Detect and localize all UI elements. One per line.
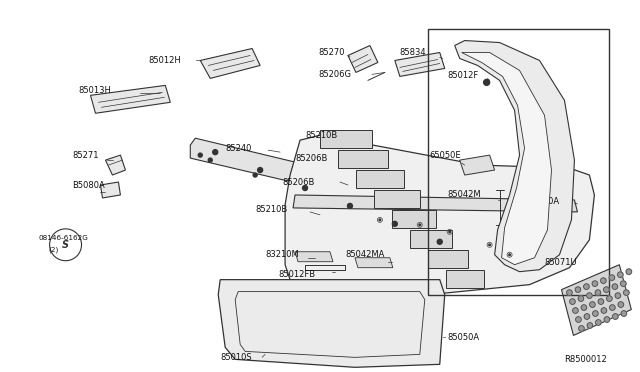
Polygon shape [90, 86, 170, 113]
Circle shape [584, 314, 589, 319]
Polygon shape [285, 135, 595, 295]
Circle shape [618, 272, 623, 278]
Polygon shape [100, 182, 120, 198]
Text: 85010S: 85010S [220, 353, 252, 362]
Circle shape [484, 79, 490, 86]
Circle shape [609, 275, 614, 280]
Text: 85834: 85834 [400, 48, 426, 57]
Circle shape [607, 296, 612, 301]
Text: 85071U: 85071U [545, 258, 577, 267]
Circle shape [392, 221, 397, 226]
Circle shape [570, 299, 575, 304]
Circle shape [509, 254, 510, 256]
Polygon shape [392, 210, 436, 228]
Text: S: S [62, 240, 69, 250]
Circle shape [596, 320, 601, 325]
Polygon shape [295, 252, 333, 262]
Text: R8500012: R8500012 [564, 355, 607, 364]
Circle shape [604, 287, 609, 292]
Circle shape [208, 158, 212, 162]
Polygon shape [374, 190, 420, 208]
Text: 85206B: 85206B [295, 154, 328, 163]
Polygon shape [106, 155, 125, 175]
Circle shape [489, 244, 490, 246]
Text: 85270: 85270 [318, 48, 344, 57]
Text: 85042MA: 85042MA [345, 250, 385, 259]
Text: 85271: 85271 [72, 151, 99, 160]
Circle shape [598, 299, 604, 304]
Text: 08146-6162G: 08146-6162G [38, 235, 88, 241]
Circle shape [379, 219, 381, 221]
Text: 65050E: 65050E [430, 151, 461, 160]
Circle shape [566, 290, 572, 295]
Polygon shape [293, 195, 577, 212]
Circle shape [437, 239, 442, 244]
Text: B5080A: B5080A [72, 180, 106, 189]
Text: 85240: 85240 [225, 144, 252, 153]
Circle shape [612, 284, 618, 289]
Circle shape [348, 203, 353, 208]
Circle shape [604, 317, 610, 322]
Circle shape [587, 323, 593, 328]
Polygon shape [454, 41, 575, 272]
Circle shape [253, 173, 257, 177]
Circle shape [621, 281, 626, 286]
Polygon shape [461, 52, 552, 265]
Circle shape [581, 305, 587, 310]
Polygon shape [200, 48, 260, 78]
Circle shape [618, 302, 623, 307]
Circle shape [626, 269, 632, 275]
Text: 85012H: 85012H [148, 56, 181, 65]
Circle shape [303, 186, 308, 190]
Polygon shape [410, 230, 452, 248]
Circle shape [573, 308, 578, 313]
Circle shape [419, 224, 420, 226]
Polygon shape [460, 155, 495, 175]
Text: (2): (2) [49, 247, 59, 253]
Circle shape [601, 308, 607, 313]
Circle shape [258, 167, 262, 173]
Polygon shape [561, 265, 631, 336]
Circle shape [579, 326, 584, 331]
Circle shape [600, 278, 606, 283]
Circle shape [578, 296, 584, 301]
Polygon shape [356, 170, 404, 188]
Circle shape [621, 311, 627, 316]
Polygon shape [320, 130, 372, 148]
Text: 85013H: 85013H [79, 86, 111, 95]
Text: 83210M: 83210M [265, 250, 299, 259]
Circle shape [612, 314, 618, 319]
Polygon shape [348, 45, 378, 73]
Circle shape [212, 150, 218, 155]
Text: 85210B: 85210B [305, 131, 337, 140]
Circle shape [198, 153, 202, 157]
Circle shape [609, 305, 615, 310]
Circle shape [589, 302, 595, 307]
Polygon shape [338, 150, 388, 168]
Text: 85012FB: 85012FB [278, 270, 316, 279]
Circle shape [449, 231, 451, 232]
Circle shape [587, 293, 592, 298]
Polygon shape [355, 258, 393, 268]
Polygon shape [218, 280, 445, 367]
Circle shape [623, 290, 629, 295]
Text: 85206B: 85206B [282, 177, 314, 186]
Circle shape [584, 284, 589, 289]
Polygon shape [190, 138, 500, 248]
Text: 85210B: 85210B [255, 205, 287, 214]
Polygon shape [445, 270, 484, 288]
Text: 85050A: 85050A [527, 198, 559, 206]
Polygon shape [395, 52, 445, 76]
Circle shape [593, 311, 598, 316]
Text: 85206G: 85206G [318, 70, 351, 79]
Circle shape [615, 293, 621, 298]
Circle shape [595, 290, 601, 295]
Text: 85050A: 85050A [448, 333, 480, 342]
Text: 85042M: 85042M [448, 190, 481, 199]
Circle shape [575, 317, 581, 322]
Circle shape [592, 281, 598, 286]
Polygon shape [428, 250, 468, 268]
Circle shape [575, 287, 580, 292]
Text: 85012F: 85012F [448, 71, 479, 80]
